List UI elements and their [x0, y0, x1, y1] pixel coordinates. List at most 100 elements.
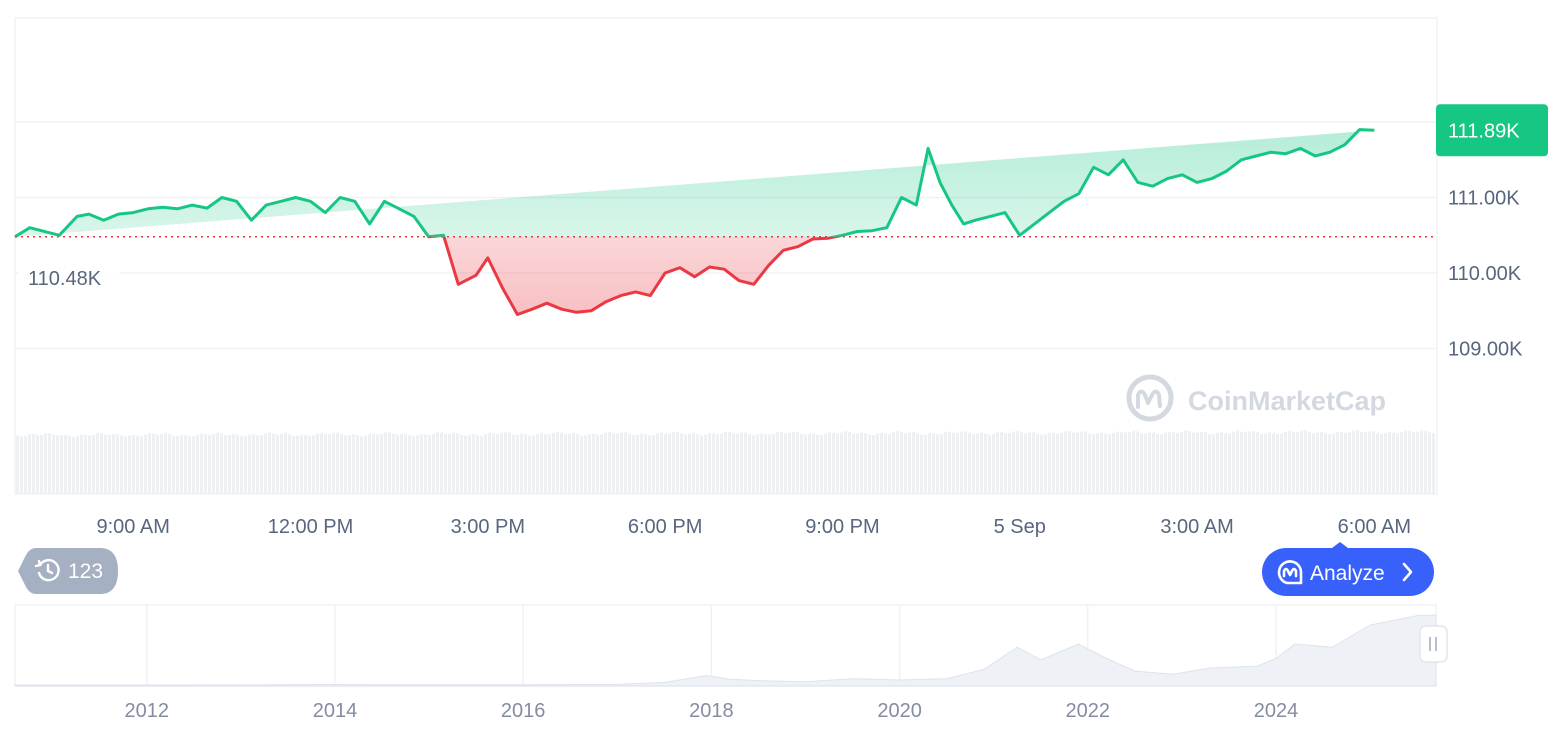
volume-bar: [304, 434, 307, 494]
volume-bar: [420, 433, 423, 494]
history-clock-icon: [34, 558, 60, 582]
volume-bar: [1148, 432, 1151, 494]
x-tick-label: 3:00 PM: [451, 516, 525, 538]
volume-bar: [516, 434, 519, 494]
volume-bar: [648, 435, 651, 494]
volume-bar: [412, 436, 415, 494]
volume-bar: [1256, 432, 1259, 494]
volume-bar: [384, 432, 387, 494]
volume-bar: [704, 434, 707, 494]
volume-bar: [424, 434, 427, 494]
volume-bar: [332, 433, 335, 494]
volume-bar: [1112, 433, 1115, 494]
volume-bar: [920, 434, 923, 494]
volume-bar: [284, 433, 287, 494]
navigator[interactable]: 2012 2014 2016 2018 2020 2022 2024: [14, 604, 1448, 722]
navigator-tick-label: 2022: [1066, 700, 1111, 722]
price-line-below-baseline: [14, 236, 1021, 316]
volume-bar: [768, 434, 771, 494]
volume-bar: [388, 432, 391, 494]
volume-bar: [156, 434, 159, 494]
x-tick-label: 3:00 AM: [1160, 516, 1233, 538]
watermark-text: CoinMarketCap: [1188, 386, 1386, 416]
volume-bar: [1116, 431, 1119, 494]
volume-bar: [780, 432, 783, 494]
volume-bar: [364, 435, 367, 494]
volume-bar: [84, 434, 87, 494]
volume-bar: [248, 434, 251, 494]
volume-bar: [64, 434, 67, 494]
volume-bar: [276, 434, 279, 494]
volume-bar: [652, 434, 655, 494]
volume-bar: [160, 434, 163, 494]
volume-bar: [848, 432, 851, 494]
volume-bar: [1012, 431, 1015, 494]
volume-bar: [960, 431, 963, 494]
volume-bar: [744, 432, 747, 494]
y-axis: 111.00K 110.00K 109.00K: [1448, 188, 1523, 361]
volume-bar: [360, 436, 363, 494]
volume-bar: [776, 431, 779, 494]
volume-bar: [720, 433, 723, 494]
baseline-value: 110.48K: [28, 268, 102, 290]
volume-bar: [888, 433, 891, 494]
volume-bar: [468, 434, 471, 494]
volume-bar: [904, 433, 907, 494]
volume-bar: [352, 434, 355, 494]
volume-bar: [1404, 430, 1407, 494]
volume-bar: [88, 435, 91, 494]
volume-bar: [476, 435, 479, 494]
coinmarketcap-ai-icon: [1277, 560, 1303, 585]
volume-bar: [440, 432, 443, 494]
volume-bar: [128, 435, 131, 494]
volume-bar: [1044, 433, 1047, 494]
volume-bar: [748, 434, 751, 494]
navigator-range-handle[interactable]: [1419, 625, 1448, 663]
volume-bar: [1248, 431, 1251, 494]
history-badge[interactable]: 123: [18, 548, 118, 594]
volume-bar: [1416, 431, 1419, 494]
volume-bar: [508, 432, 511, 494]
analyze-button[interactable]: Analyze: [1262, 542, 1434, 596]
volume-bar: [1164, 433, 1167, 494]
volume-bar: [1280, 433, 1283, 494]
volume-bar: [908, 432, 911, 494]
baseline-label: 110.48K: [18, 262, 120, 294]
volume-bar: [1228, 433, 1231, 494]
volume-bar: [1376, 432, 1379, 494]
volume-bar: [788, 433, 791, 494]
volume-bar: [856, 433, 859, 494]
navigator-tick-label: 2020: [877, 700, 922, 722]
volume-bar: [488, 432, 491, 494]
volume-bar: [1356, 430, 1359, 494]
volume-bar: [624, 432, 627, 494]
volume-bar: [1056, 433, 1059, 494]
volume-bar: [896, 431, 899, 494]
volume-bar: [192, 436, 195, 494]
volume-bar: [552, 433, 555, 494]
volume-bar: [696, 434, 699, 494]
volume-bar: [872, 435, 875, 494]
volume-bar: [1224, 433, 1227, 494]
volume-bar: [1124, 432, 1127, 494]
volume-bar: [1368, 431, 1371, 494]
volume-bar: [924, 434, 927, 494]
volume-bar: [1060, 432, 1063, 494]
volume-bar: [764, 434, 767, 494]
volume-bar: [708, 433, 711, 494]
volume-bar: [880, 432, 883, 494]
volume-bar: [1372, 431, 1375, 494]
volume-bar: [300, 434, 303, 494]
volume-bar: [548, 434, 551, 494]
volume-bar: [1332, 433, 1335, 494]
navigator-tick-label: 2016: [501, 700, 546, 722]
coinmarketcap-watermark: CoinMarketCap: [1126, 374, 1386, 422]
volume-bar: [948, 431, 951, 494]
volume-bar: [124, 436, 127, 494]
volume-bar: [344, 435, 347, 494]
volume-bar: [892, 432, 895, 494]
volume-bar: [1008, 432, 1011, 494]
volume-bar: [1336, 432, 1339, 494]
volume-bar: [188, 436, 191, 494]
volume-bar: [672, 432, 675, 494]
